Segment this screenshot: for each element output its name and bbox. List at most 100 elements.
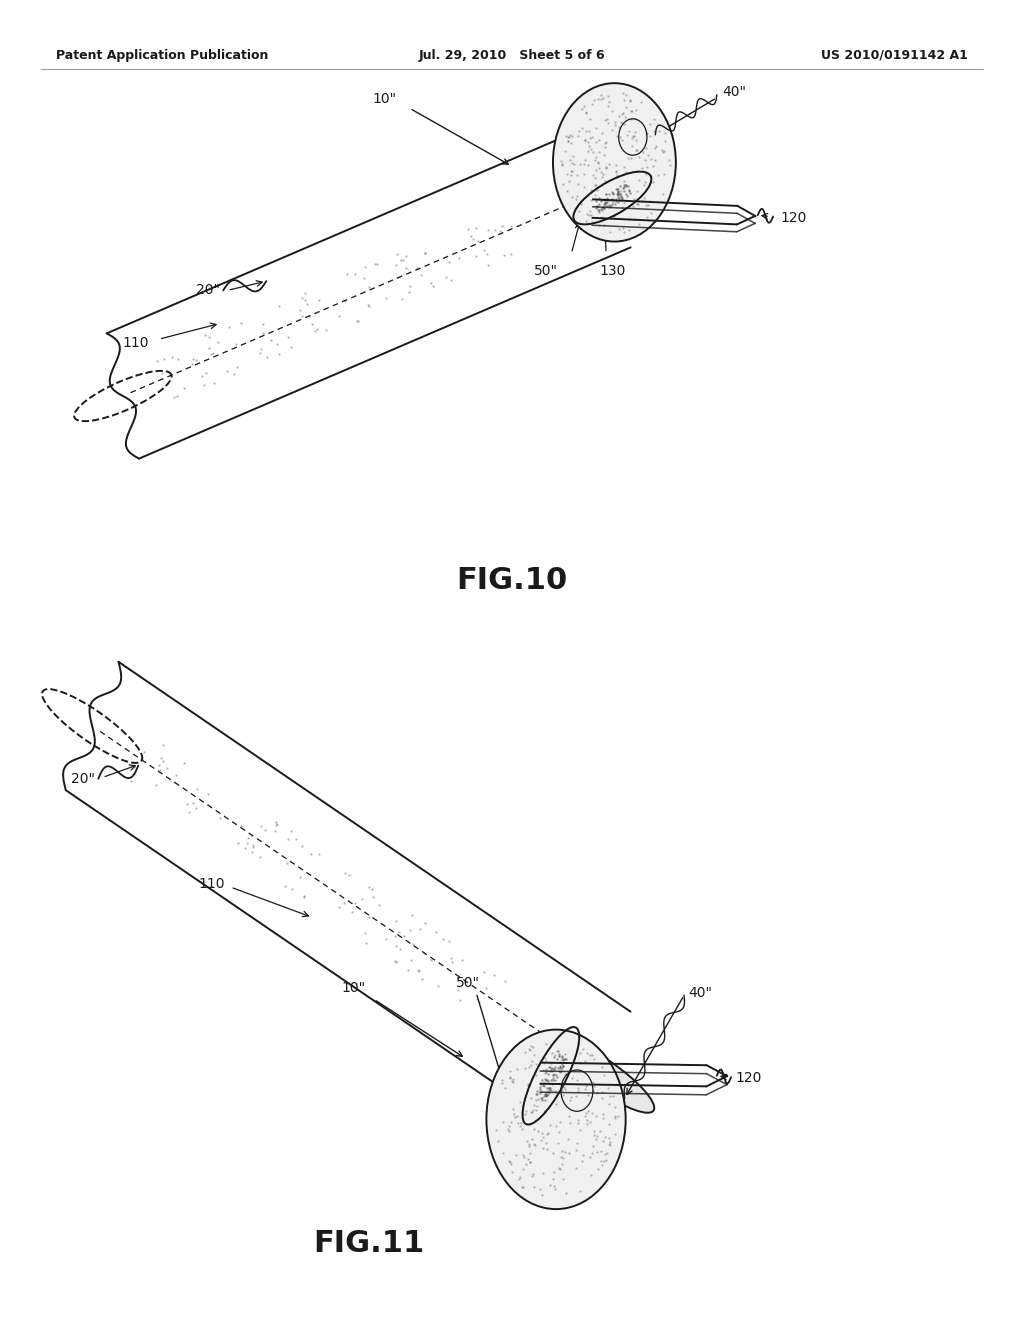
Point bbox=[596, 1064, 612, 1085]
Point bbox=[517, 1041, 534, 1063]
Text: 110: 110 bbox=[199, 878, 225, 891]
Point bbox=[628, 121, 644, 143]
Point bbox=[505, 1098, 521, 1119]
Point bbox=[156, 751, 172, 772]
Point bbox=[378, 288, 394, 309]
Point bbox=[184, 793, 201, 814]
Point bbox=[591, 202, 607, 223]
Point bbox=[501, 1115, 517, 1137]
Point bbox=[548, 1065, 564, 1086]
Point bbox=[502, 1060, 518, 1081]
Point bbox=[620, 176, 636, 197]
Text: 130: 130 bbox=[504, 1129, 530, 1143]
Point bbox=[606, 1105, 623, 1126]
Point bbox=[187, 350, 204, 371]
Point bbox=[452, 989, 468, 1010]
Point bbox=[623, 108, 639, 129]
Point bbox=[588, 189, 604, 210]
Point bbox=[411, 960, 427, 981]
Point bbox=[503, 1111, 519, 1133]
Point bbox=[582, 201, 598, 222]
Point bbox=[615, 90, 632, 111]
Point bbox=[594, 1056, 610, 1077]
Point bbox=[391, 921, 408, 942]
Point bbox=[549, 1040, 565, 1061]
Point bbox=[410, 961, 426, 982]
Point bbox=[358, 932, 375, 953]
Point bbox=[521, 1152, 538, 1173]
Point bbox=[629, 193, 645, 214]
Point bbox=[541, 1082, 557, 1104]
Ellipse shape bbox=[565, 160, 664, 210]
Point bbox=[489, 1130, 506, 1151]
Point bbox=[497, 1077, 513, 1098]
Point bbox=[616, 176, 633, 197]
Point bbox=[521, 1039, 538, 1060]
Point bbox=[568, 189, 585, 210]
Point bbox=[604, 194, 621, 215]
Point bbox=[591, 157, 607, 178]
Point bbox=[604, 191, 621, 213]
Point bbox=[606, 1096, 623, 1117]
Point bbox=[561, 170, 578, 191]
Point bbox=[243, 824, 259, 845]
Point bbox=[336, 892, 352, 913]
Point bbox=[547, 1057, 563, 1078]
Point bbox=[477, 977, 494, 998]
Point bbox=[553, 150, 569, 172]
Point bbox=[584, 1143, 600, 1164]
Point bbox=[555, 1148, 571, 1170]
Point bbox=[519, 1130, 536, 1151]
Point bbox=[221, 317, 238, 338]
Point bbox=[608, 166, 625, 187]
Point bbox=[296, 886, 312, 907]
Point bbox=[518, 1101, 535, 1122]
Point bbox=[524, 1166, 541, 1187]
Point bbox=[597, 137, 613, 158]
Point bbox=[609, 191, 626, 213]
Point bbox=[503, 215, 519, 236]
Point bbox=[531, 1076, 548, 1097]
Point bbox=[512, 1167, 528, 1188]
Point bbox=[557, 1064, 573, 1085]
Point bbox=[560, 127, 577, 148]
Point bbox=[514, 1177, 530, 1199]
Point bbox=[504, 1071, 520, 1092]
Point bbox=[594, 1155, 610, 1176]
Text: 120: 120 bbox=[780, 211, 807, 224]
Point bbox=[493, 220, 509, 242]
Point bbox=[534, 1129, 550, 1150]
Point bbox=[596, 190, 612, 211]
Point bbox=[299, 293, 315, 314]
Point bbox=[400, 960, 417, 981]
Point bbox=[537, 1084, 553, 1105]
Point bbox=[599, 1077, 615, 1098]
Point bbox=[601, 183, 617, 205]
Point bbox=[596, 1126, 612, 1147]
Point bbox=[575, 95, 592, 116]
Point bbox=[560, 131, 577, 152]
Point bbox=[553, 154, 569, 176]
Point bbox=[604, 189, 621, 210]
Point bbox=[365, 887, 381, 908]
Point bbox=[502, 1067, 518, 1088]
Point bbox=[545, 1168, 561, 1189]
Point bbox=[595, 1104, 611, 1125]
Point bbox=[538, 1059, 554, 1080]
Point bbox=[508, 1144, 524, 1166]
Point bbox=[588, 1105, 604, 1126]
Point bbox=[624, 100, 640, 121]
Point bbox=[535, 1069, 551, 1090]
Point bbox=[550, 1045, 566, 1067]
Point bbox=[521, 1038, 538, 1059]
Point bbox=[607, 191, 624, 213]
Point bbox=[310, 843, 327, 865]
Point bbox=[269, 333, 286, 354]
Point bbox=[609, 180, 626, 201]
Point bbox=[645, 108, 662, 129]
Point bbox=[317, 319, 334, 341]
Point bbox=[589, 180, 605, 201]
Point bbox=[611, 106, 628, 127]
Point bbox=[585, 164, 601, 185]
Point bbox=[532, 1088, 549, 1109]
